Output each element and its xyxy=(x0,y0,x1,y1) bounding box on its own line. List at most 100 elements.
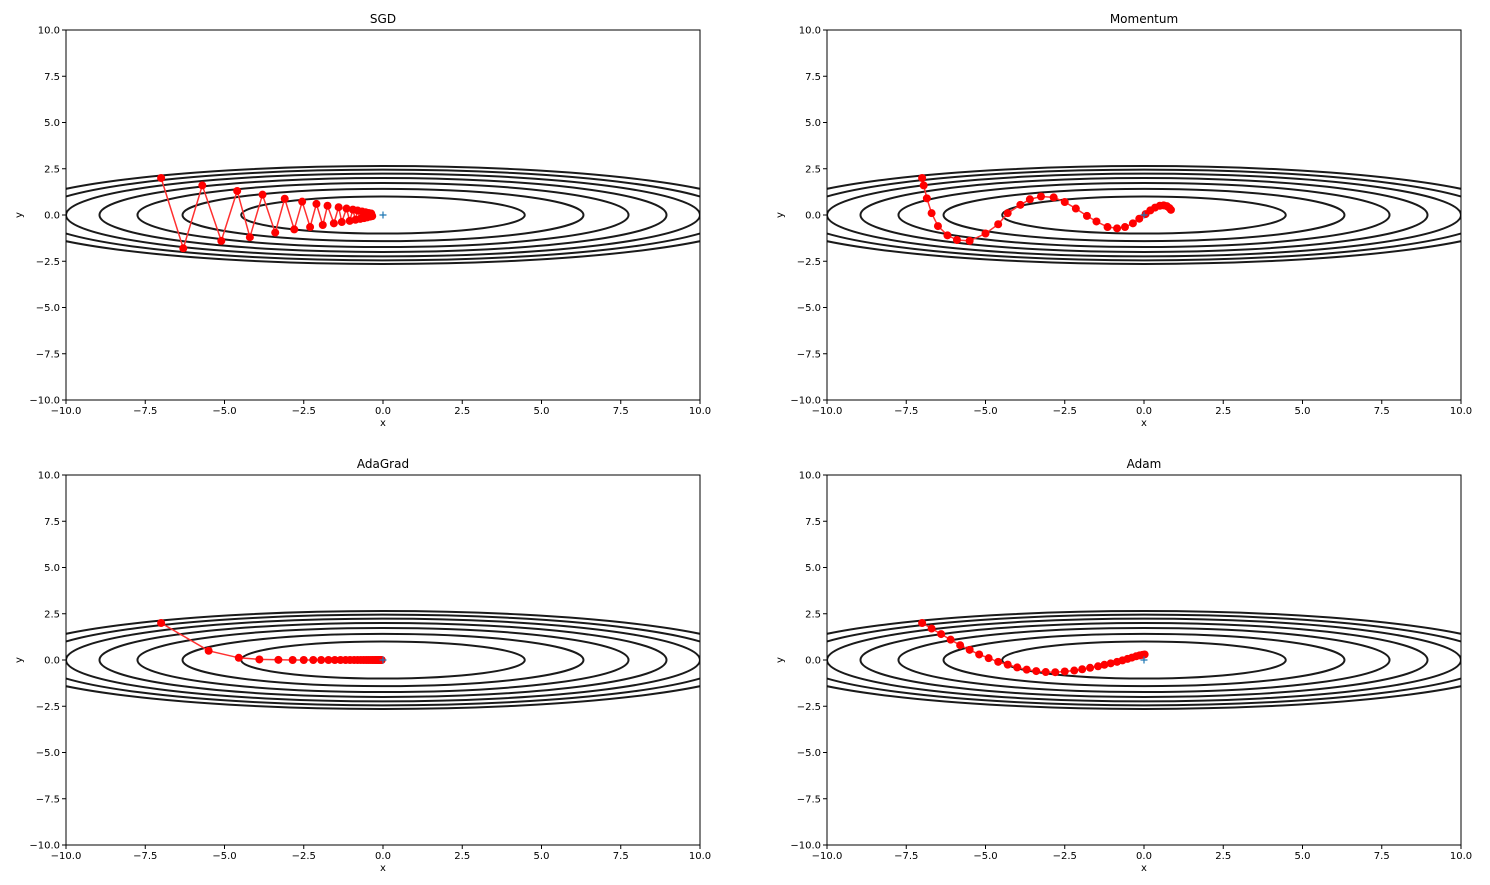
chart-0-xtick-label-8: 10.0 xyxy=(689,406,711,417)
chart-0-ytick-label-7: 7.5 xyxy=(44,72,60,83)
chart-1-path-point-15 xyxy=(1060,198,1069,207)
chart-1-contour-1 xyxy=(942,187,1346,243)
chart-3-ytick-label-1: −7.5 xyxy=(797,794,821,805)
chart-0-minimum-marker xyxy=(379,211,387,219)
chart-3-path-point-7 xyxy=(984,654,993,663)
chart-2-ytick-label-2: −5.0 xyxy=(36,748,60,759)
chart-1-xtick-label-8: 10.0 xyxy=(1450,406,1472,417)
chart-0-contour-5 xyxy=(66,168,700,262)
chart-1-contours xyxy=(827,165,1461,265)
chart-3-path-point-8 xyxy=(994,657,1003,666)
chart-3-path-point-15 xyxy=(1060,667,1069,676)
chart-0-contours xyxy=(66,165,700,265)
chart-2-ytick-label-8: 10.0 xyxy=(38,471,60,482)
chart-3-ytick-label-7: 7.5 xyxy=(805,517,821,528)
chart-1-xtick-label-1: −7.5 xyxy=(894,406,918,417)
chart-3-xtick-label-1: −7.5 xyxy=(894,851,918,862)
chart-2-xtick-label-6: 5.0 xyxy=(534,851,550,862)
chart-0-contour-4 xyxy=(66,172,700,258)
chart-3-path-point-14 xyxy=(1051,668,1060,677)
chart-2-path-point-1 xyxy=(204,646,213,655)
chart-0-xlabel: x xyxy=(380,418,386,429)
chart-0-xtick-label-4: 0.0 xyxy=(375,406,391,417)
chart-0-contour-3 xyxy=(98,177,668,253)
chart-0-path-point-5 xyxy=(245,233,254,242)
chart-3-path-point-21 xyxy=(1106,659,1115,668)
chart-1-path-point-22 xyxy=(1128,219,1137,228)
chart-3-contours xyxy=(827,610,1461,710)
chart-3-title: Adam xyxy=(1127,457,1162,471)
chart-0-xtick-label-2: −5.0 xyxy=(212,406,236,417)
chart-1-xtick-label-4: 0.0 xyxy=(1136,406,1152,417)
chart-0-xtick-label-7: 7.5 xyxy=(613,406,629,417)
chart-2-contour-2 xyxy=(136,626,630,694)
chart-1-ytick-label-6: 5.0 xyxy=(805,118,821,129)
chart-1-ytick-label-0: −10.0 xyxy=(790,396,821,407)
chart-2-path-point-5 xyxy=(288,656,297,664)
chart-1-contour-0 xyxy=(1001,195,1287,235)
chart-2-xtick-label-1: −7.5 xyxy=(133,851,157,862)
chart-3-path-point-2 xyxy=(937,630,946,639)
chart-0-ytick-label-1: −7.5 xyxy=(36,349,60,360)
chart-2-path-point-8 xyxy=(317,656,326,664)
chart-2: −10.0 −7.5 −5.0 −2.5 0.0 2.5 5.0 7.5 10.0 −10.0 −7… xyxy=(14,457,711,874)
chart-1-contour-4 xyxy=(827,172,1461,258)
chart-3-path-point-11 xyxy=(1022,665,1031,674)
chart-3-path-point-18 xyxy=(1086,663,1095,672)
chart-3-contour-4 xyxy=(827,617,1461,703)
chart-0-xtick-label-0: −10.0 xyxy=(51,406,82,417)
chart-1-title: Momentum xyxy=(1110,12,1178,26)
chart-1-xtick-label-3: −2.5 xyxy=(1053,406,1077,417)
chart-2-ytick-label-1: −7.5 xyxy=(36,794,60,805)
chart-3-ytick-label-0: −10.0 xyxy=(790,841,821,852)
chart-2-minimum-marker xyxy=(379,656,387,664)
chart-1-path-point-31 xyxy=(1166,205,1175,214)
chart-3-path-point-1 xyxy=(927,624,936,633)
chart-3-xlabel: x xyxy=(1141,863,1147,874)
chart-1-xtick-label-6: 5.0 xyxy=(1295,406,1311,417)
chart-3-ytick-label-6: 5.0 xyxy=(805,563,821,574)
chart-2-xtick-label-2: −5.0 xyxy=(212,851,236,862)
chart-2-ylabel: y xyxy=(14,657,25,663)
chart-1-contour-3 xyxy=(859,177,1429,253)
chart-2-xtick-label-8: 10.0 xyxy=(689,851,711,862)
chart-0-contour-1 xyxy=(181,187,585,243)
chart-1-xlabel: x xyxy=(1141,418,1147,429)
chart-0-ytick-label-2: −5.0 xyxy=(36,303,60,314)
chart-2-ytick-label-4: 0.0 xyxy=(44,656,60,667)
chart-2-contour-4 xyxy=(66,617,700,703)
chart-0-xtick-label-3: −2.5 xyxy=(292,406,316,417)
chart-1-ytick-label-8: 10.0 xyxy=(799,26,821,37)
chart-1-ytick-label-3: −2.5 xyxy=(797,257,821,268)
chart-3-xtick-label-7: 7.5 xyxy=(1374,851,1390,862)
chart-2-contour-5 xyxy=(66,613,700,707)
chart-3-xtick-label-5: 2.5 xyxy=(1215,851,1231,862)
chart-1-path-point-6 xyxy=(952,235,961,244)
chart-0-path-point-9 xyxy=(290,225,299,234)
chart-0: −10.0 −7.5 −5.0 −2.5 0.0 2.5 5.0 7.5 10.0 −10.0 −7… xyxy=(14,12,711,429)
chart-2-contour-6 xyxy=(66,610,700,710)
chart-2-ytick-label-3: −2.5 xyxy=(36,702,60,713)
chart-0-path-point-4 xyxy=(233,186,242,195)
chart-2-path-point-10 xyxy=(330,656,339,664)
chart-3-path-point-16 xyxy=(1070,666,1079,675)
chart-2-xtick-label-0: −10.0 xyxy=(51,851,82,862)
chart-3-path-point-6 xyxy=(975,650,984,659)
chart-3-contour-2 xyxy=(897,626,1391,694)
chart-1-xtick-label-0: −10.0 xyxy=(812,406,843,417)
chart-3-contour-0 xyxy=(1001,640,1287,680)
chart-2-ytick-label-0: −10.0 xyxy=(29,841,60,852)
chart-1-minimum-marker xyxy=(1140,211,1148,219)
chart-0-ylabel: y xyxy=(14,212,25,218)
chart-2-contour-1 xyxy=(181,632,585,688)
chart-2-ytick-label-6: 5.0 xyxy=(44,563,60,574)
chart-2-ytick-label-7: 7.5 xyxy=(44,517,60,528)
chart-0-ytick-label-3: −2.5 xyxy=(36,257,60,268)
chart-3-path-point-29 xyxy=(1140,650,1149,659)
chart-0-path-point-12 xyxy=(312,199,321,208)
chart-0-path-point-2 xyxy=(198,181,207,190)
chart-1-path-point-0 xyxy=(918,174,927,182)
chart-3-ylabel: y xyxy=(775,657,786,663)
chart-3-path-point-9 xyxy=(1003,660,1012,669)
chart-2-contours xyxy=(66,610,700,710)
